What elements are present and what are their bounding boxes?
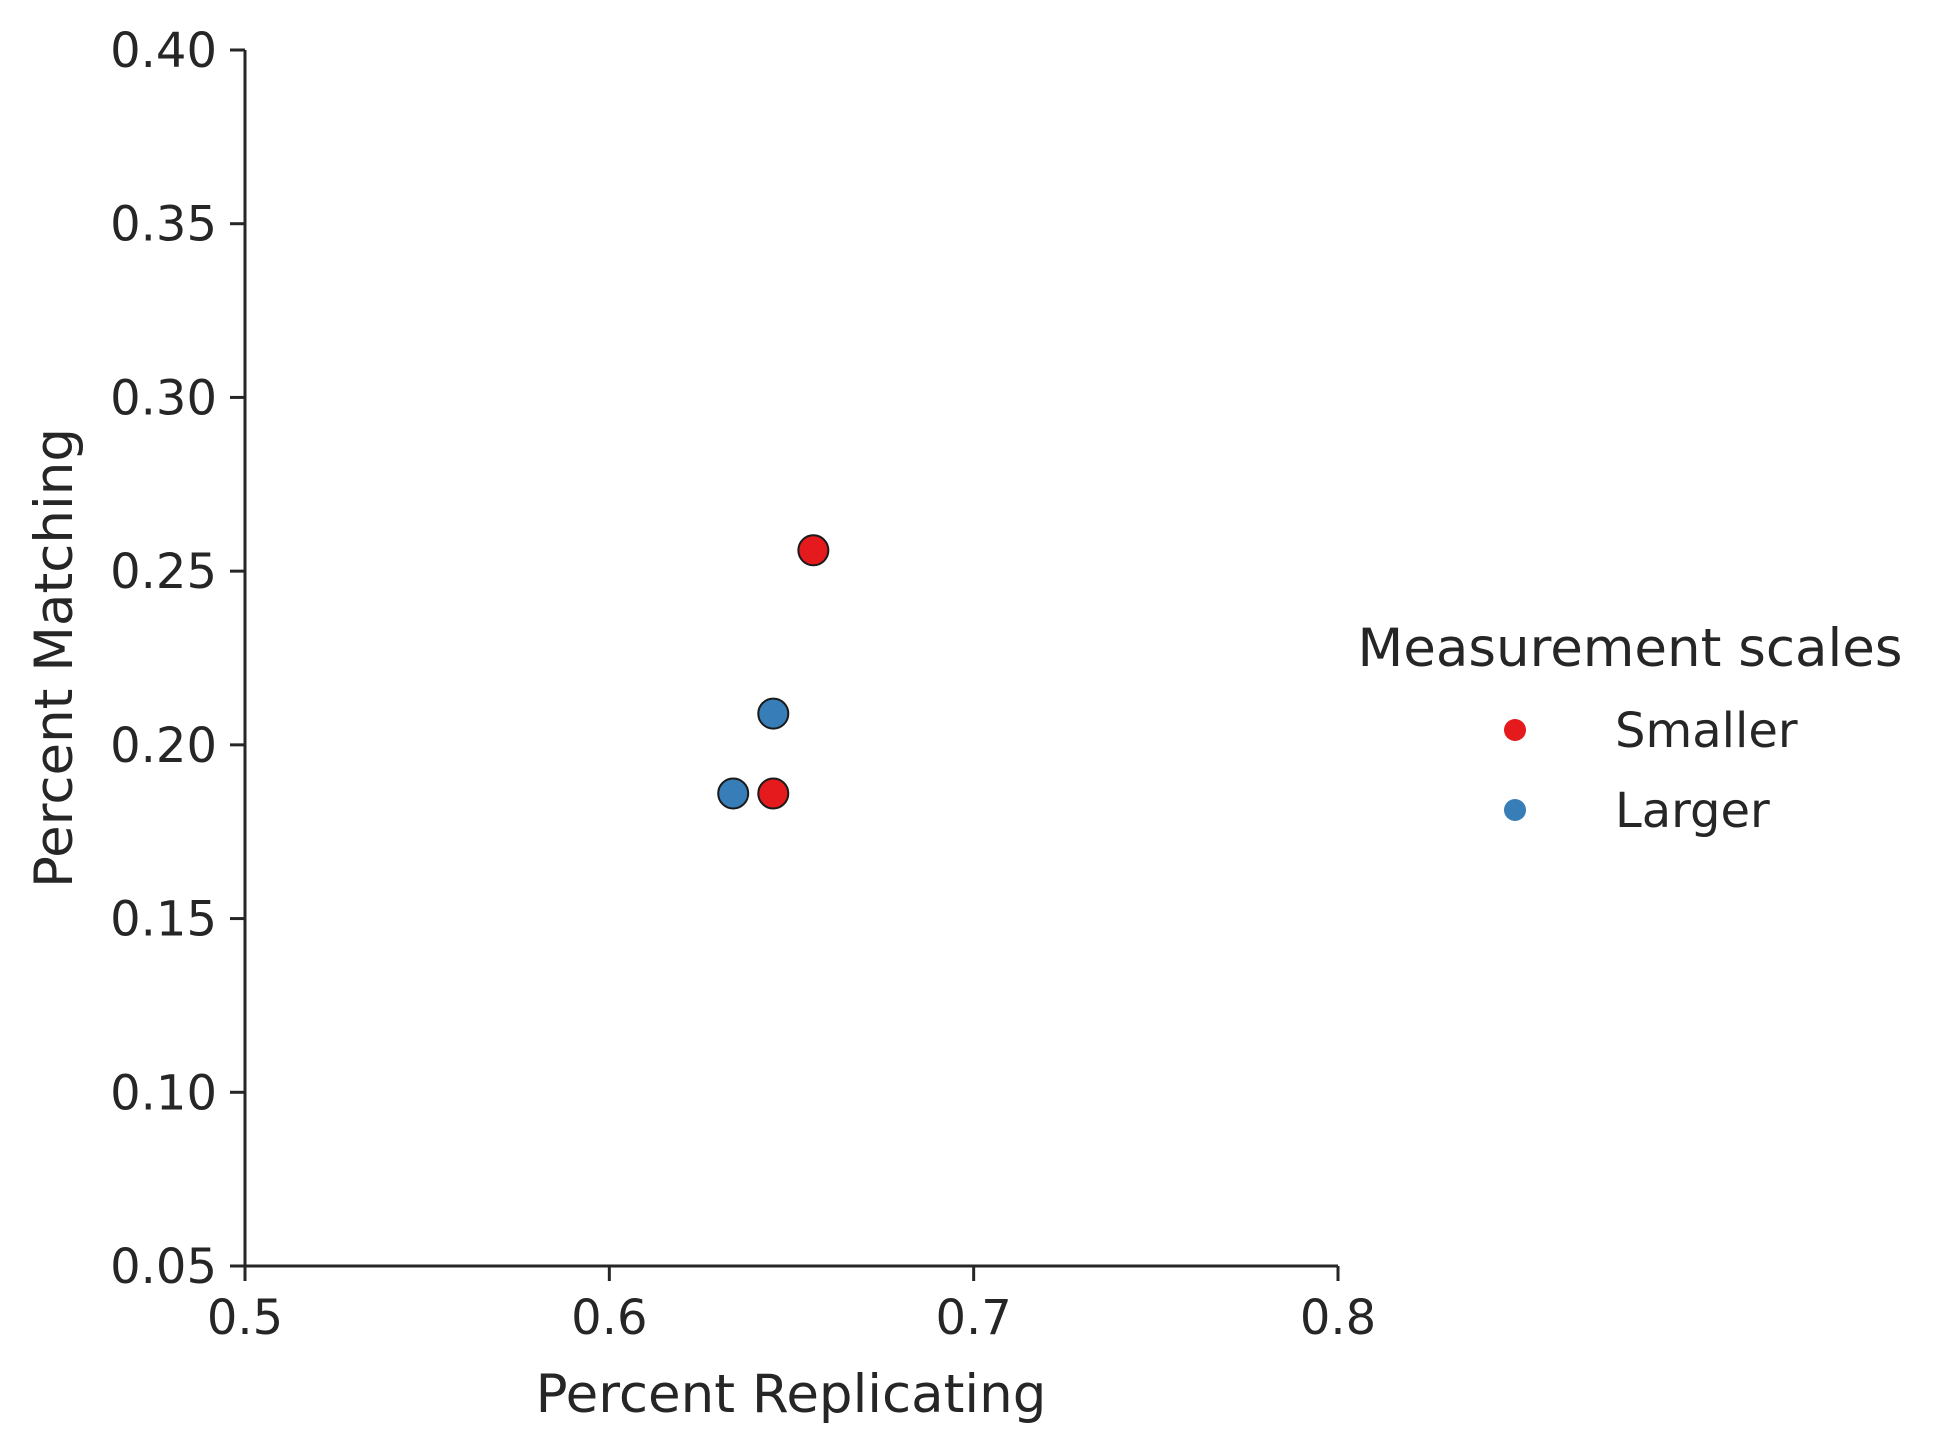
x-tick-label: 0.6 <box>571 1290 647 1346</box>
y-tick-label: 0.25 <box>110 544 217 600</box>
legend-marker-larger <box>1504 799 1526 821</box>
x-tick-label: 0.5 <box>207 1290 283 1346</box>
data-point-smaller <box>797 534 830 567</box>
legend-label-larger: Larger <box>1615 783 1770 839</box>
x-axis-ticks: 0.5 0.6 0.7 0.8 <box>207 1266 1376 1346</box>
y-tick-label: 0.15 <box>110 892 217 948</box>
y-tick-label: 0.40 <box>110 23 217 79</box>
legend-marker-smaller <box>1504 719 1526 741</box>
data-point-larger <box>757 697 790 730</box>
y-axis-ticks: 0.05 0.10 0.15 0.20 0.25 0.30 0.35 0.40 <box>110 23 245 1295</box>
data-point-smaller <box>757 777 790 810</box>
y-tick-label: 0.35 <box>110 197 217 253</box>
x-tick-label: 0.7 <box>935 1290 1011 1346</box>
legend-items: Smaller Larger <box>1504 703 1798 839</box>
y-tick-label: 0.10 <box>110 1065 217 1121</box>
x-tick-label: 0.8 <box>1300 1290 1376 1346</box>
y-axis-label: Percent Matching <box>24 428 85 888</box>
y-tick-label: 0.30 <box>110 370 217 426</box>
legend-label-smaller: Smaller <box>1615 703 1798 759</box>
plot-area: 0.050.100.150.200.250.300.350.40 0.5 0.6 0… <box>110 23 1376 1346</box>
x-axis-label: Percent Replicating <box>536 1364 1047 1425</box>
y-tick-label: 0.05 <box>110 1239 217 1295</box>
y-tick-label: 0.20 <box>110 718 217 774</box>
legend-title: Measurement scales <box>1358 618 1903 679</box>
data-points <box>717 534 830 810</box>
legend: Measurement scales Smaller Larger <box>1358 618 1903 839</box>
data-point-larger <box>717 777 750 810</box>
